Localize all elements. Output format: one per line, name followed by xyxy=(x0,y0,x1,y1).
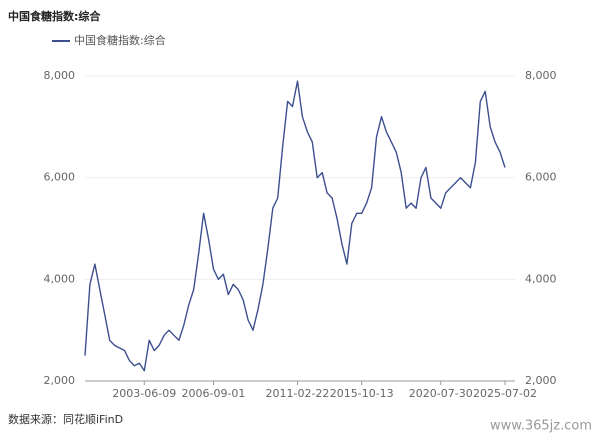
x-tick-label: 2006-09-01 xyxy=(182,387,246,400)
y-tick-label: 2,000 xyxy=(44,374,76,387)
y-tick-label: 6,000 xyxy=(44,171,76,184)
source: 数据来源：同花顺iFinD xyxy=(8,412,123,426)
y2-tick-label: 4,000 xyxy=(525,272,557,285)
y2-tick-label: 8,000 xyxy=(525,69,557,82)
x-tick-label: 2025-07-02 xyxy=(473,387,537,400)
x-tick-label: 2015-10-13 xyxy=(330,387,394,400)
x-tick-label: 2020-07-30 xyxy=(409,387,473,400)
y-tick-label: 8,000 xyxy=(44,69,76,82)
legend-label: 中国食糖指数:综合 xyxy=(74,33,166,47)
y2-tick-label: 6,000 xyxy=(525,171,557,184)
chart-title: 中国食糖指数:综合 xyxy=(8,9,101,23)
x-tick-label: 2003-06-09 xyxy=(112,387,176,400)
y-tick-label: 4,000 xyxy=(44,272,76,285)
y2-tick-label: 2,000 xyxy=(525,374,557,387)
series-line xyxy=(84,80,506,372)
watermark: www.365jz.com xyxy=(490,419,592,434)
x-tick-label: 2011-02-22 xyxy=(266,387,330,400)
